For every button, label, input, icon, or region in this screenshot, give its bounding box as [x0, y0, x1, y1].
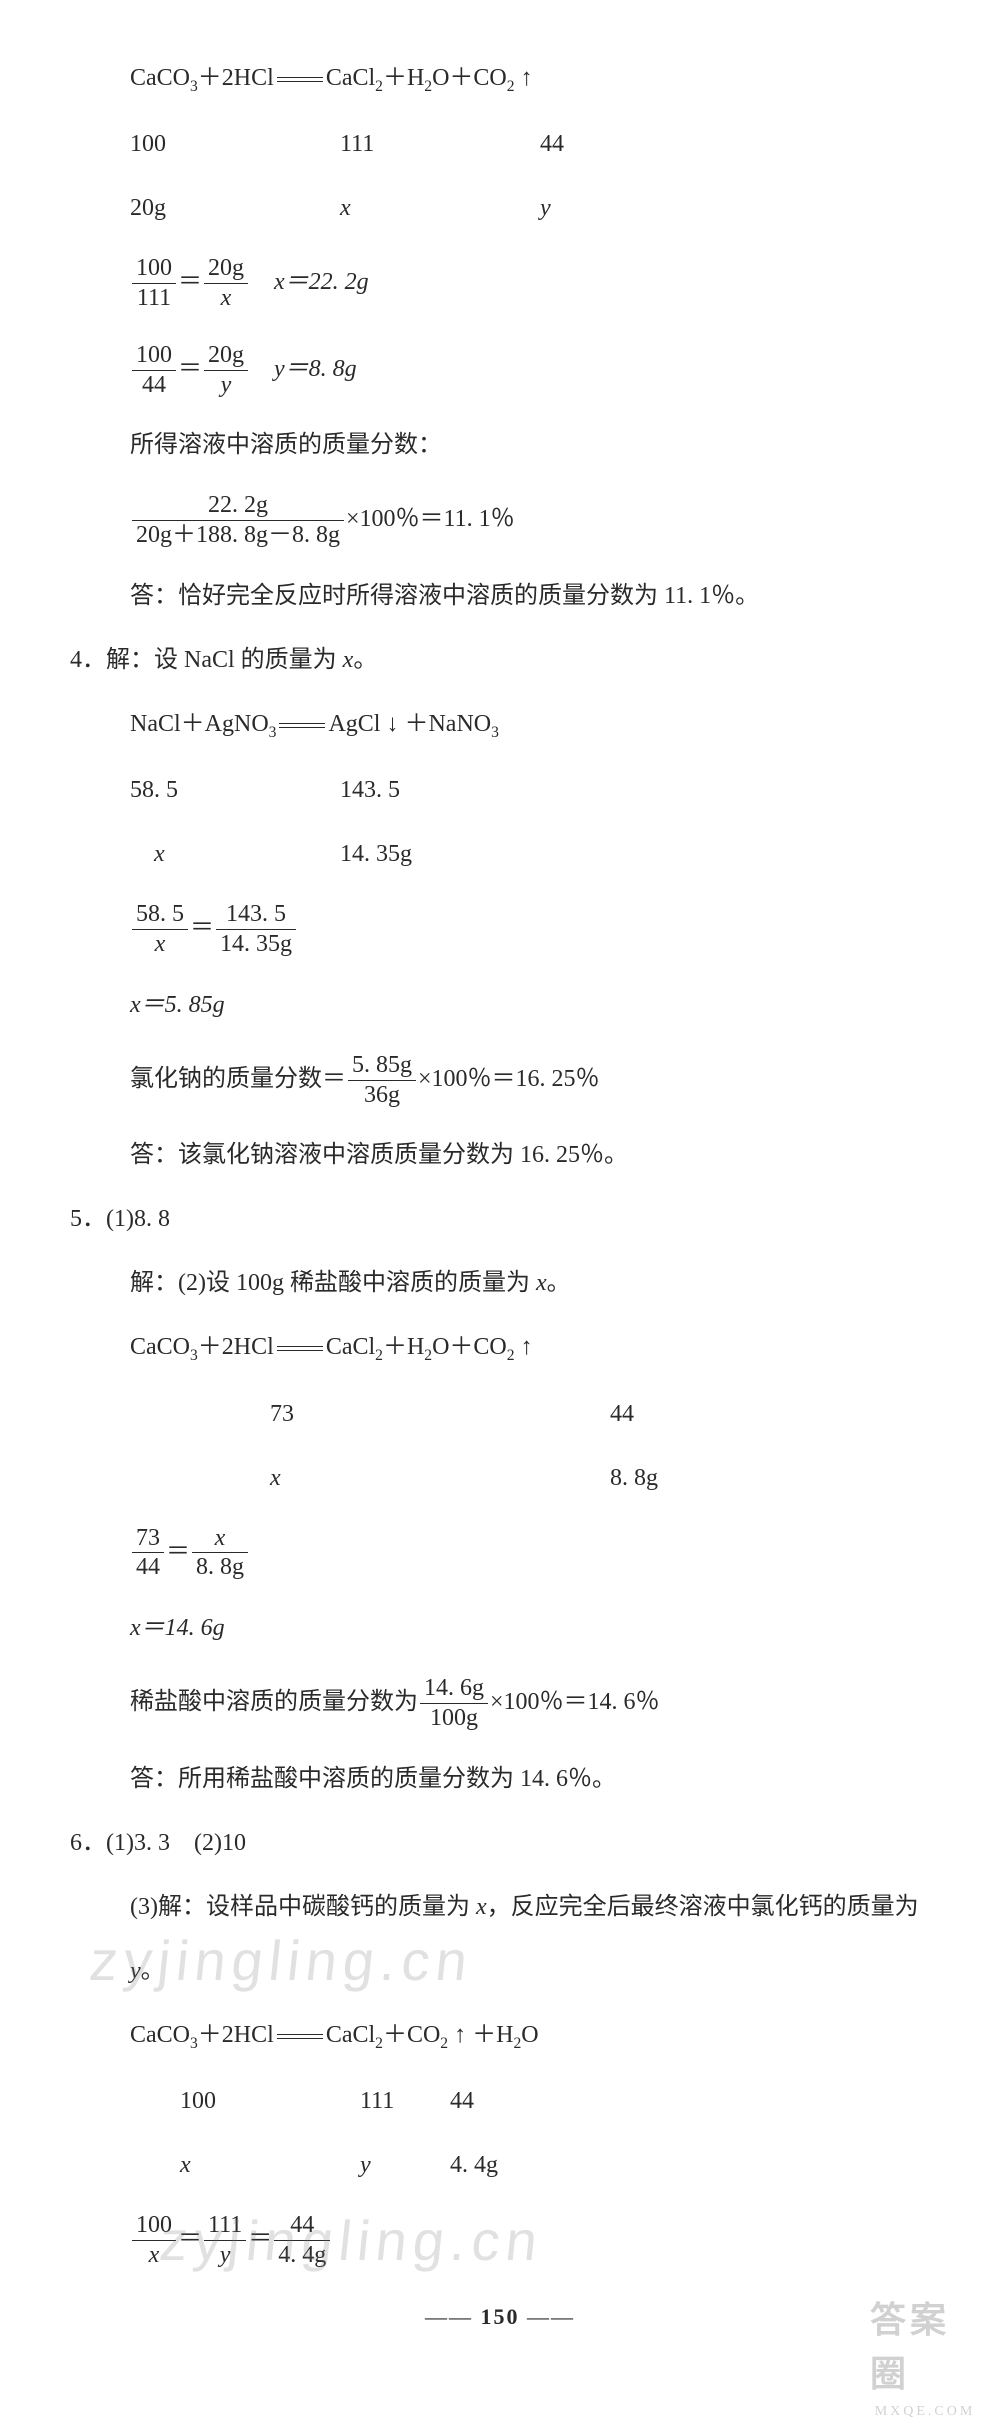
q5-sol-head: 解：(2)设 100g 稀盐酸中溶质的质量为 x。: [70, 1265, 930, 1301]
q6-masses-2: xy4. 4g: [70, 2147, 930, 2183]
q4-equation: NaCl＋AgNO3AgCl ↓ ＋NaNO3: [70, 706, 930, 744]
q5-head: 5．(1)8. 8: [70, 1201, 930, 1237]
q3-equation: CaCO3＋2HClCaCl2＋H2O＋CO2 ↑: [70, 60, 930, 98]
q6-equation: CaCO3＋2HClCaCl2＋CO2 ↑ ＋H2O: [70, 2017, 930, 2055]
q5-proportion: 7344＝x8. 8g: [70, 1524, 930, 1583]
q3-solve-y: 10044＝20gy y＝8. 8g: [70, 341, 930, 400]
q6-head: 6．(1)3. 3 (2)10: [70, 1825, 930, 1861]
q3-solve-x: 100111＝20gx x＝22. 2g: [70, 254, 930, 313]
q4-masses-2: x14. 35g: [70, 836, 930, 872]
q5-mass-frac-calc: 稀盐酸中溶质的质量分数为14. 6g100g×100％＝14. 6％: [70, 1674, 930, 1733]
q5-masses-1: 7344: [70, 1396, 930, 1432]
q5-equation: CaCO3＋2HClCaCl2＋H2O＋CO2 ↑: [70, 1329, 930, 1367]
q4-solve-x: x＝5. 85g: [70, 987, 930, 1023]
q3-answer: 答：恰好完全反应时所得溶液中溶质的质量分数为 11. 1％。: [70, 578, 930, 614]
q5-masses-2: x8. 8g: [70, 1460, 930, 1496]
q4-proportion: 58. 5x＝143. 514. 35g: [70, 900, 930, 959]
q4-masses-1: 58. 5143. 5: [70, 772, 930, 808]
q5-answer: 答：所用稀盐酸中溶质的质量分数为 14. 6％。: [70, 1761, 930, 1797]
q6-sol-head: (3)解：设样品中碳酸钙的质量为 x，反应完全后最终溶液中氯化钙的质量为: [70, 1889, 930, 1925]
q3-mass-frac-label: 所得溶液中溶质的质量分数：: [70, 427, 930, 463]
q4-head: 4．解：设 NaCl 的质量为 x。: [70, 642, 930, 678]
q6-proportion: 100x＝111y＝444. 4g: [70, 2211, 930, 2270]
q3-mass-frac-calc: 22. 2g20g＋188. 8g－8. 8g×100％＝11. 1％: [70, 491, 930, 550]
q4-mass-frac-calc: 氯化钠的质量分数＝5. 85g36g×100％＝16. 25％: [70, 1051, 930, 1110]
q6-masses-1: 10011144: [70, 2083, 930, 2119]
q6-sol-head-2: y。: [70, 1953, 930, 1989]
q3-masses-1: 10011144: [70, 126, 930, 162]
q3-masses-2: 20gxy: [70, 190, 930, 226]
q5-solve-x: x＝14. 6g: [70, 1610, 930, 1646]
q4-answer: 答：该氯化钠溶液中溶质质量分数为 16. 25％。: [70, 1137, 930, 1173]
page-footer: —— 150 ——: [70, 2300, 930, 2333]
